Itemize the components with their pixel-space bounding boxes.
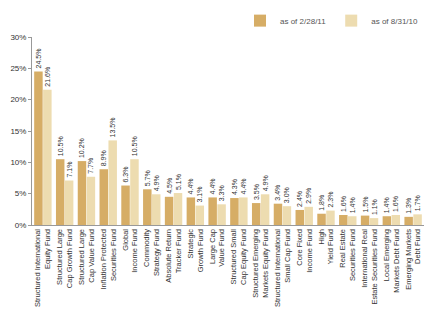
svg-text:CommodityStrategy Fund: CommodityStrategy Fund [142, 229, 161, 276]
svg-text:4.4%: 4.4% [240, 178, 247, 194]
svg-text:21.6%: 21.6% [44, 67, 51, 87]
svg-text:1.6%: 1.6% [340, 196, 347, 212]
svg-text:25%: 25% [10, 64, 26, 73]
svg-text:1.5%: 1.5% [362, 197, 369, 213]
svg-text:StrategicGrowth Fund: StrategicGrowth Fund [186, 229, 205, 273]
svg-text:15%: 15% [10, 127, 26, 136]
svg-text:4.9%: 4.9% [262, 175, 269, 191]
svg-text:13.5%: 13.5% [109, 118, 116, 138]
svg-text:as of 8/31/10: as of 8/31/10 [371, 17, 418, 26]
svg-text:Structured LargeCap Value Fund: Structured LargeCap Value Fund [77, 229, 96, 285]
svg-text:2.9%: 2.9% [305, 188, 312, 204]
svg-text:4.3%: 4.3% [231, 179, 238, 195]
svg-text:10%: 10% [10, 158, 26, 167]
svg-text:7.7%: 7.7% [87, 158, 94, 174]
svg-text:Local EmergingMarkets Debt Fun: Local EmergingMarkets Debt Fund [382, 229, 401, 293]
svg-text:Structured SmallCap Equity Fun: Structured SmallCap Equity Fund [229, 229, 248, 285]
svg-text:3.0%: 3.0% [283, 187, 290, 203]
svg-text:Structured EmergingMarkets Equ: Structured EmergingMarkets Equity Fund [251, 229, 270, 298]
svg-text:20%: 20% [10, 95, 26, 104]
svg-text:HighYield Fund: HighYield Fund [317, 229, 336, 265]
svg-text:6.3%: 6.3% [122, 167, 129, 183]
svg-text:Core FixedIncome Fund: Core FixedIncome Fund [295, 229, 314, 273]
svg-text:as of 2/28/11: as of 2/28/11 [280, 17, 326, 26]
svg-text:10.5%: 10.5% [131, 136, 138, 156]
svg-text:3.5%: 3.5% [253, 184, 260, 200]
svg-text:24.5%: 24.5% [35, 49, 42, 69]
svg-text:Real EstateSecurities Fund: Real EstateSecurities Fund [338, 229, 357, 281]
svg-text:10.5%: 10.5% [57, 136, 64, 156]
svg-text:30%: 30% [10, 33, 26, 42]
svg-text:2.4%: 2.4% [296, 191, 303, 207]
svg-text:7.1%: 7.1% [66, 162, 73, 178]
svg-text:1.1%: 1.1% [371, 199, 378, 215]
svg-text:4.5%: 4.5% [166, 178, 173, 194]
svg-text:Structured InternationalSmall: Structured InternationalSmall Cap Fund [273, 229, 292, 307]
svg-text:4.9%: 4.9% [153, 175, 160, 191]
svg-text:Emerging MarketsDebt Fund: Emerging MarketsDebt Fund [404, 229, 423, 290]
svg-text:8.9%: 8.9% [100, 150, 107, 166]
svg-text:0%: 0% [15, 221, 27, 230]
svg-text:1.8%: 1.8% [318, 195, 325, 211]
svg-text:Structured LargeCap Growth Fun: Structured LargeCap Growth Fund [55, 229, 74, 288]
svg-text:4.4%: 4.4% [187, 178, 194, 194]
svg-text:Large CapValue Fund: Large CapValue Fund [208, 229, 227, 267]
svg-text:5.7%: 5.7% [144, 170, 151, 186]
svg-text:Absolute ReturnTracker Fund: Absolute ReturnTracker Fund [164, 229, 183, 283]
svg-text:2.3%: 2.3% [327, 192, 334, 208]
svg-text:1.7%: 1.7% [414, 195, 421, 211]
svg-text:3.1%: 3.1% [196, 187, 203, 203]
svg-text:International RealEstate Secur: International RealEstate Securities Fund [360, 229, 379, 305]
svg-text:5.1%: 5.1% [175, 174, 182, 190]
svg-text:1.4%: 1.4% [383, 197, 390, 213]
svg-text:1.3%: 1.3% [405, 198, 412, 214]
svg-text:5%: 5% [15, 189, 27, 198]
svg-text:3.4%: 3.4% [274, 185, 281, 201]
svg-text:3.3%: 3.3% [218, 185, 225, 201]
svg-text:Inflation ProtectedSecurities: Inflation ProtectedSecurities Fund [99, 229, 118, 289]
svg-text:GlobalIncome Fund: GlobalIncome Fund [121, 229, 140, 273]
svg-text:10.2%: 10.2% [78, 138, 85, 158]
svg-text:1.6%: 1.6% [392, 196, 399, 212]
svg-text:1.4%: 1.4% [349, 197, 356, 213]
svg-text:Structured InternationalEquity: Structured InternationalEquity Fund [33, 229, 52, 307]
svg-text:4.4%: 4.4% [209, 178, 216, 194]
